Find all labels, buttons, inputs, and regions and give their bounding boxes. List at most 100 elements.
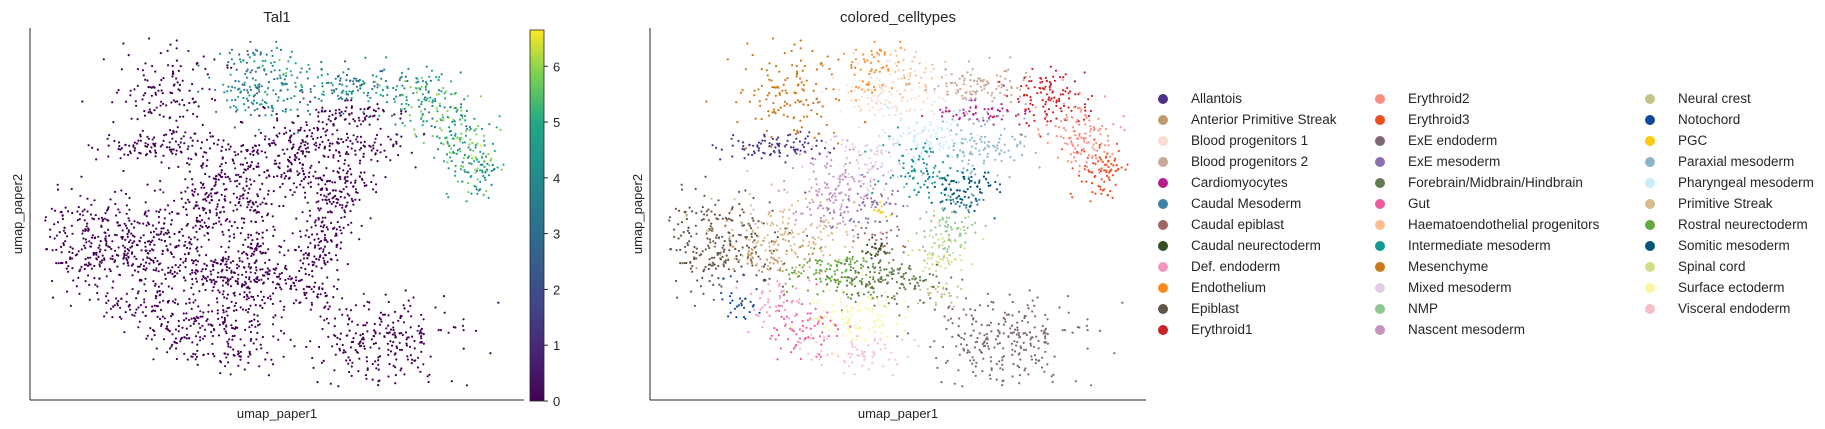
tal1-point	[258, 144, 261, 147]
celltype-point	[762, 151, 765, 154]
tal1-point	[233, 354, 236, 357]
tal1-point	[156, 291, 159, 294]
celltype-point	[929, 123, 933, 127]
celltype-point	[712, 298, 715, 301]
tal1-point	[231, 85, 234, 88]
celltype-point	[771, 252, 774, 255]
celltype-point	[843, 210, 846, 213]
celltype-point	[882, 114, 885, 117]
tal1-point	[201, 315, 204, 318]
tal1-point	[248, 262, 251, 265]
tal1-point	[80, 175, 83, 178]
celltype-point	[1099, 133, 1102, 136]
tal1-point	[144, 261, 148, 264]
celltype-point	[866, 144, 869, 147]
tal1-point	[422, 333, 425, 336]
celltype-point	[1046, 120, 1049, 123]
tal1-point	[412, 92, 415, 95]
tal1-point	[271, 54, 274, 58]
celltype-point	[832, 201, 835, 204]
celltype-point	[1115, 164, 1118, 167]
celltype-point	[898, 93, 902, 96]
tal1-point	[337, 385, 340, 388]
tal1-point	[301, 211, 304, 214]
tal1-point	[500, 168, 503, 171]
tal1-point	[309, 113, 312, 116]
tal1-point	[345, 73, 349, 77]
tal1-point	[483, 165, 486, 168]
celltype-point	[971, 68, 974, 71]
celltype-point	[730, 137, 733, 140]
tal1-point	[254, 325, 257, 328]
tal1-point	[247, 361, 250, 364]
tal1-point	[261, 59, 264, 63]
tal1-point	[195, 220, 198, 223]
celltype-point	[755, 245, 758, 248]
tal1-point	[227, 342, 230, 345]
celltype-point	[768, 210, 771, 213]
tal1-point	[254, 134, 257, 137]
tal1-point	[363, 82, 366, 85]
tal1-point	[244, 157, 247, 160]
tal1-point	[418, 332, 421, 335]
celltype-point	[1073, 129, 1077, 132]
tal1-point	[379, 127, 382, 130]
tal1-point	[358, 162, 361, 165]
celltype-point	[977, 120, 980, 123]
tal1-point	[239, 338, 242, 341]
celltype-point	[889, 156, 892, 159]
tal1-point	[104, 235, 107, 238]
celltype-point	[1066, 119, 1069, 122]
celltype-point	[829, 138, 833, 141]
tal1-point	[259, 268, 262, 271]
tal1-point	[342, 140, 345, 144]
celltype-point	[1103, 180, 1106, 183]
celltype-point	[739, 214, 742, 217]
tal1-point	[272, 190, 275, 193]
celltype-point	[851, 85, 854, 88]
tal1-point	[263, 138, 266, 141]
celltype-point	[1066, 143, 1069, 146]
tal1-point	[167, 231, 170, 234]
tal1-point	[157, 285, 160, 288]
celltype-point	[820, 238, 823, 241]
tal1-point	[117, 254, 120, 257]
celltype-point	[1103, 163, 1106, 166]
tal1-point	[241, 252, 244, 255]
tal1-point	[124, 311, 127, 314]
tal1-point	[375, 133, 379, 137]
celltype-point	[1077, 174, 1081, 177]
celltype-point	[1089, 200, 1092, 203]
celltype-point	[867, 189, 870, 192]
celltype-point	[870, 148, 873, 152]
celltype-point	[917, 95, 920, 98]
tal1-point	[238, 257, 241, 260]
tal1-point	[275, 112, 278, 116]
tal1-point	[49, 228, 52, 231]
celltype-point	[899, 112, 902, 116]
tal1-point	[126, 259, 129, 262]
celltype-point	[873, 71, 876, 74]
celltype-point	[1014, 114, 1018, 117]
celltype-point	[887, 138, 891, 141]
celltype-point	[841, 178, 844, 181]
celltype-point	[695, 251, 698, 255]
tal1-point	[464, 119, 467, 122]
tal1-point	[331, 84, 334, 87]
tal1-point	[88, 240, 91, 243]
tal1-point	[354, 179, 357, 182]
tal1-point	[125, 212, 128, 215]
tal1-point	[354, 149, 357, 152]
tal1-point	[247, 265, 250, 268]
celltype-point	[1080, 180, 1083, 183]
tal1-point	[359, 135, 362, 138]
tal1-point	[454, 132, 457, 135]
tal1-point	[475, 133, 478, 136]
celltype-point	[741, 208, 744, 211]
tal1-point	[139, 133, 142, 136]
tal1-point	[281, 109, 284, 112]
celltype-point	[815, 189, 818, 192]
celltype-point	[1059, 107, 1062, 110]
celltype-point	[763, 135, 766, 138]
tal1-point	[352, 134, 355, 137]
